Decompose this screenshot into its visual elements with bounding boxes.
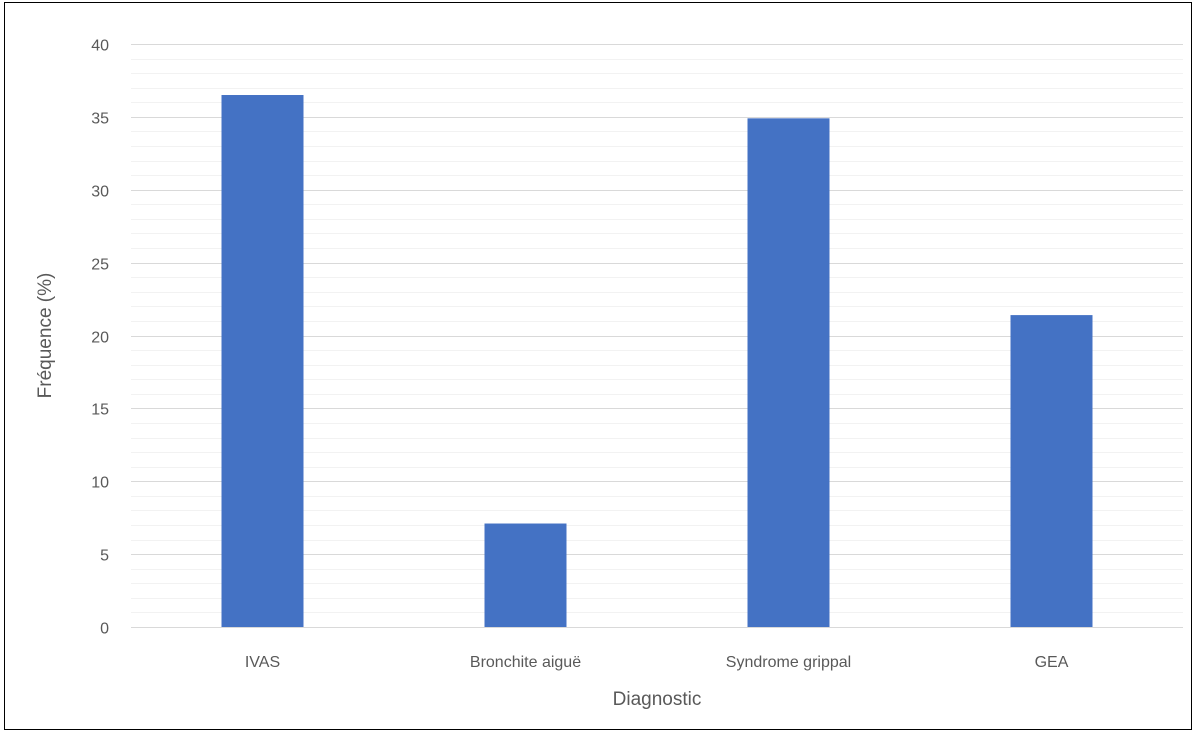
y-tick-label: 15 — [91, 402, 109, 419]
x-tick-label: IVAS — [245, 654, 280, 671]
x-tick-label: Syndrome grippal — [726, 654, 851, 671]
y-tick-label: 5 — [100, 548, 109, 565]
x-tick-label: GEA — [1035, 654, 1069, 671]
x-tick-label: Bronchite aiguë — [470, 654, 581, 671]
bar-ivas — [221, 95, 304, 627]
x-tick-labels: IVAS Bronchite aiguë Syndrome grippal GEA — [245, 654, 1069, 671]
y-tick-label: 0 — [100, 621, 109, 638]
y-tick-label: 40 — [91, 38, 109, 55]
y-tick-label: 35 — [91, 111, 109, 128]
bar-syndrome-grippal — [747, 118, 830, 628]
minor-gridlines — [131, 59, 1183, 613]
y-tick-label: 30 — [91, 184, 109, 201]
y-tick-label: 25 — [91, 257, 109, 274]
bars — [221, 95, 1093, 628]
bar-chart: 0 5 10 15 20 25 30 35 40 IVAS Bronchite aiguë Synd… — [35, 38, 1183, 710]
major-gridlines — [131, 44, 1183, 555]
chart-frame: 0 5 10 15 20 25 30 35 40 IVAS Bronchite aiguë Synd… — [4, 2, 1192, 730]
x-axis-title: Diagnostic — [613, 689, 702, 710]
bar-bronchite-aigu- — [484, 523, 567, 627]
y-tick-label: 10 — [91, 475, 109, 492]
y-tick-labels: 0 5 10 15 20 25 30 35 40 — [91, 38, 109, 638]
y-axis-title: Fréquence (%) — [35, 273, 56, 399]
bar-gea — [1010, 315, 1093, 627]
y-tick-label: 20 — [91, 330, 109, 347]
